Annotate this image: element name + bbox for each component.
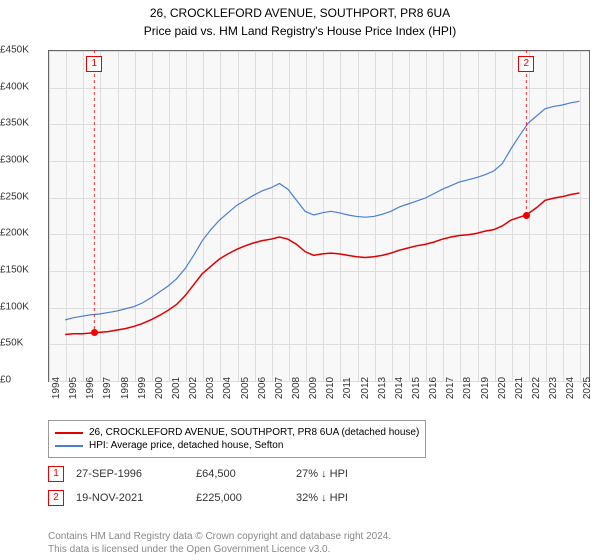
footer: Contains HM Land Registry data © Crown c… (48, 530, 391, 556)
legend-label: 26, CROCKLEFORD AVENUE, SOUTHPORT, PR8 6… (89, 427, 419, 438)
legend-swatch (55, 445, 83, 447)
footer-line-1: Contains HM Land Registry data © Crown c… (48, 530, 391, 543)
sale-delta: 27% ↓ HPI (296, 468, 348, 480)
legend-item: 26, CROCKLEFORD AVENUE, SOUTHPORT, PR8 6… (55, 427, 419, 438)
sale-index: 1 (48, 466, 64, 482)
sale-row: 1 27-SEP-1996£64,50027% ↓ HPI (48, 466, 348, 482)
sale-delta: 32% ↓ HPI (296, 492, 348, 504)
sale-date: 19-NOV-2021 (76, 492, 196, 504)
sale-marker-label: 2 (518, 56, 534, 72)
series-line (65, 193, 579, 335)
sale-marker-dot (523, 212, 530, 219)
sales-table: 1 27-SEP-1996£64,50027% ↓ HPI 2 19-NOV-2021… (48, 466, 348, 514)
series-line (65, 101, 579, 320)
footer-line-2: This data is licensed under the Open Gov… (48, 543, 391, 556)
legend-item: HPI: Average price, detached house, Seft… (55, 440, 419, 451)
legend-swatch (55, 432, 83, 434)
sale-index: 2 (48, 490, 64, 506)
sale-date: 27-SEP-1996 (76, 468, 196, 480)
legend: 26, CROCKLEFORD AVENUE, SOUTHPORT, PR8 6… (48, 420, 426, 458)
sale-marker-label: 1 (86, 56, 102, 72)
sale-row: 2 19-NOV-2021£225,00032% ↓ HPI (48, 490, 348, 506)
legend-label: HPI: Average price, detached house, Seft… (89, 440, 283, 451)
sale-marker-dot (91, 329, 98, 336)
sale-price: £64,500 (196, 468, 296, 480)
sale-price: £225,000 (196, 492, 296, 504)
